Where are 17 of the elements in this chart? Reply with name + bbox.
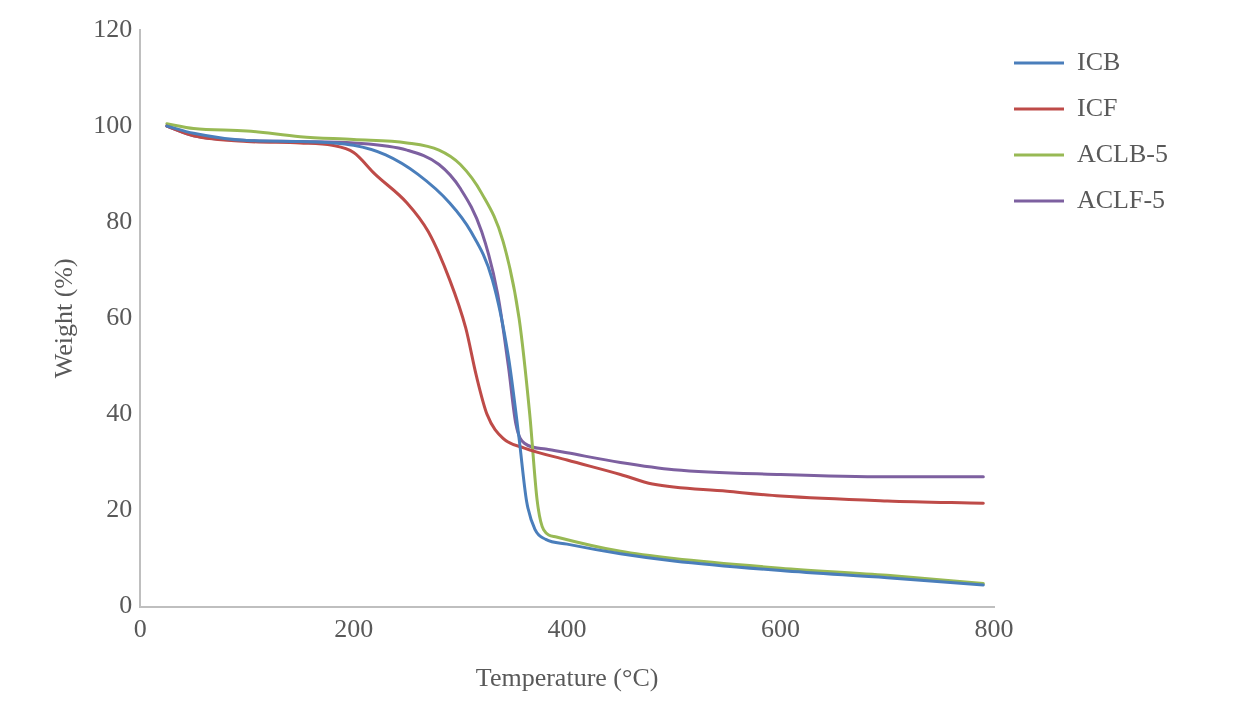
y-tick-label: 60 (106, 302, 133, 332)
x-tick-label: 600 (761, 614, 801, 644)
y-tick-label: 80 (106, 206, 133, 236)
x-tick-label: 800 (974, 614, 1014, 644)
y-tick-label: 100 (93, 109, 133, 139)
y-tick-label: 20 (106, 494, 133, 524)
legend-label: ICF (1077, 92, 1118, 122)
x-axis-title: Temperature (°C) (475, 663, 659, 693)
x-tick-label: 400 (547, 614, 587, 644)
x-tick-label: 200 (334, 614, 374, 644)
y-axis-title: Weight (%) (49, 258, 79, 379)
y-tick-label: 120 (93, 13, 133, 43)
legend-label: ACLF-5 (1077, 184, 1166, 214)
y-tick-label: 0 (119, 590, 133, 620)
legend-label: ICB (1077, 46, 1121, 76)
y-tick-label: 40 (106, 398, 133, 428)
legend-label: ACLB-5 (1077, 138, 1168, 168)
